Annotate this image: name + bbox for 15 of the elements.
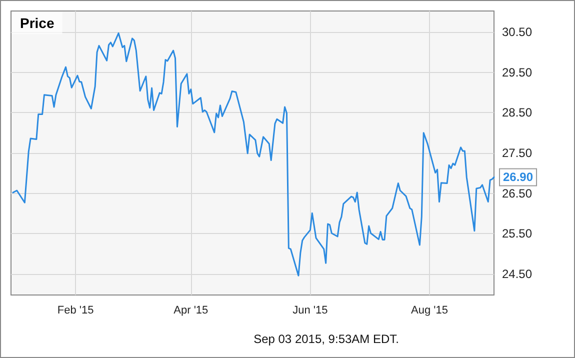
x-tick-label: Aug '15 bbox=[410, 304, 448, 316]
y-tick-label: 27.50 bbox=[502, 146, 532, 160]
x-tick-label: Apr '15 bbox=[174, 304, 208, 316]
y-tick-label: 24.50 bbox=[502, 267, 532, 282]
x-tick-label: Jun '15 bbox=[292, 304, 328, 316]
y-tick-label: 26.50 bbox=[502, 186, 532, 200]
chart-title: Price bbox=[20, 15, 54, 31]
y-tick-label: 29.50 bbox=[502, 65, 532, 80]
y-tick-label: 30.50 bbox=[502, 24, 532, 39]
y-tick-label: 28.50 bbox=[502, 106, 532, 120]
annotation: 26.90 bbox=[503, 170, 534, 184]
x-tick-label: Feb '15 bbox=[57, 304, 94, 316]
y-tick-label: 25.50 bbox=[502, 226, 532, 241]
text: Sep 03 2015, 9:53AM EDT. bbox=[254, 332, 400, 346]
line-series bbox=[12, 32, 495, 276]
